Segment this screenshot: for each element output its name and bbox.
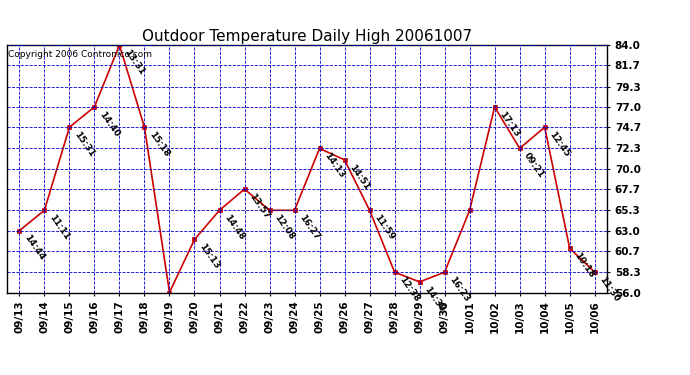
Text: 09:21: 09:21: [522, 151, 546, 180]
Text: 17:13: 17:13: [497, 110, 521, 138]
Text: 10:18: 10:18: [573, 251, 596, 280]
Text: 12:38: 12:38: [397, 275, 421, 303]
Title: Outdoor Temperature Daily High 20061007: Outdoor Temperature Daily High 20061007: [142, 29, 472, 44]
Text: Copyright 2006 Contronico.com: Copyright 2006 Contronico.com: [8, 50, 152, 59]
Text: 14:48: 14:48: [222, 213, 246, 242]
Text: 14:30: 14:30: [422, 285, 446, 313]
Text: 12:45: 12:45: [547, 130, 571, 159]
Text: 13:57: 13:57: [247, 192, 271, 220]
Text: 12:08: 12:08: [273, 213, 296, 242]
Text: 14:40: 14:40: [97, 110, 121, 138]
Text: 14:44: 14:44: [22, 233, 46, 262]
Text: 14:51: 14:51: [347, 163, 371, 191]
Text: 15:18: 15:18: [147, 130, 171, 159]
Text: 16:23: 16:23: [447, 275, 471, 303]
Text: 14:13: 14:13: [322, 151, 346, 180]
Text: 16:27: 16:27: [297, 213, 321, 242]
Text: 13:31: 13:31: [122, 48, 146, 76]
Text: 11:59: 11:59: [373, 213, 396, 242]
Text: 15:31: 15:31: [72, 130, 96, 159]
Text: 11:30: 11:30: [598, 275, 621, 303]
Text: 11:11: 11:11: [47, 213, 71, 242]
Text: 15:13: 15:13: [197, 242, 221, 271]
